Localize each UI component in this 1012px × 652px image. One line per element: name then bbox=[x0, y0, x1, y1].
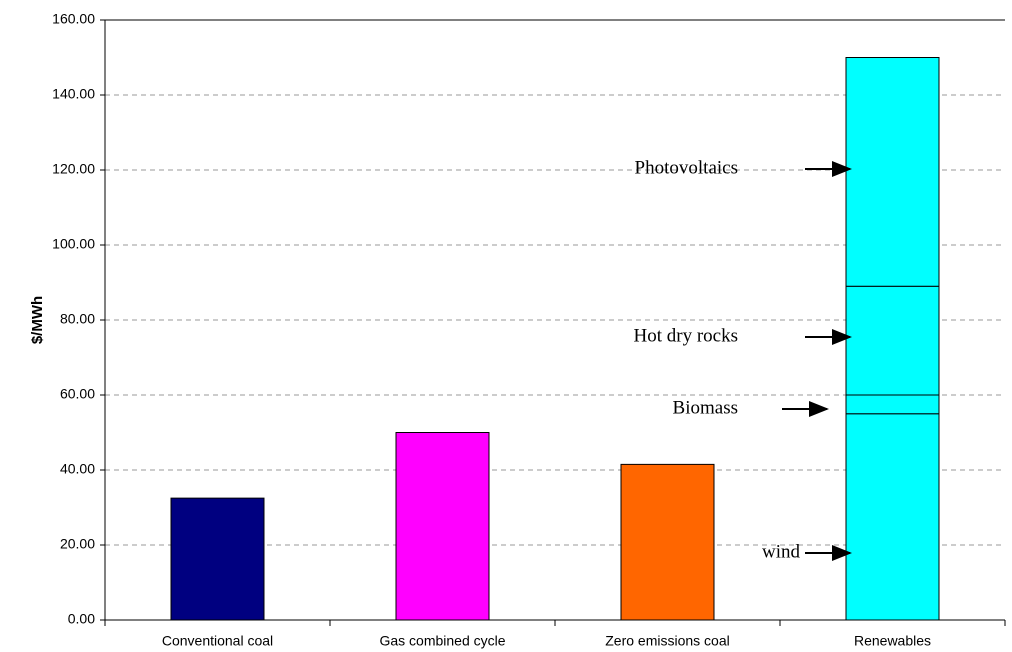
y-tick-label: 0.00 bbox=[68, 611, 95, 627]
bar-segment bbox=[170, 497, 265, 621]
x-tick-label: Zero emissions coal bbox=[605, 633, 730, 649]
annotation-label: Hot dry rocks bbox=[634, 325, 738, 346]
y-tick-label: 20.00 bbox=[60, 536, 95, 552]
annotation-label: Photovoltaics bbox=[635, 157, 738, 178]
x-tick-label: Conventional coal bbox=[162, 633, 273, 649]
bar-segment bbox=[845, 57, 940, 287]
annotation-label: Biomass bbox=[673, 397, 738, 418]
bar-segment bbox=[845, 394, 940, 415]
y-axis-title: $/MWh bbox=[29, 296, 46, 344]
y-tick-label: 120.00 bbox=[52, 161, 95, 177]
bar-segment bbox=[395, 432, 490, 621]
x-tick-label: Gas combined cycle bbox=[379, 633, 505, 649]
y-tick-label: 100.00 bbox=[52, 236, 95, 252]
bar-segment bbox=[845, 285, 940, 396]
y-tick-label: 160.00 bbox=[52, 11, 95, 27]
y-tick-label: 80.00 bbox=[60, 311, 95, 327]
y-tick-label: 40.00 bbox=[60, 461, 95, 477]
x-tick-label: Renewables bbox=[854, 633, 931, 649]
annotation-label: wind bbox=[762, 541, 801, 562]
bar-segment bbox=[845, 413, 940, 621]
y-tick-label: 60.00 bbox=[60, 386, 95, 402]
bar-segment bbox=[620, 463, 715, 621]
y-tick-label: 140.00 bbox=[52, 86, 95, 102]
